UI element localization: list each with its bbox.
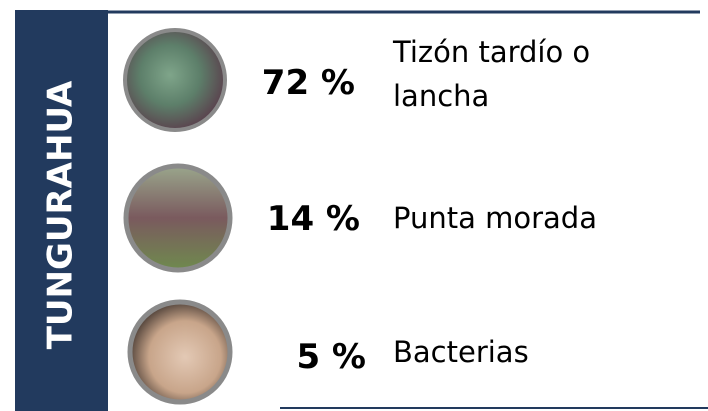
infographic: TUNGURAHUA 72 % Tizón tardío o lancha 14…	[0, 0, 708, 411]
percent: 5 %	[296, 337, 366, 377]
photo	[125, 30, 225, 130]
photo	[130, 302, 230, 402]
region-label: TUNGURAHUA	[41, 80, 81, 349]
label: lancha	[393, 79, 489, 113]
label: Bacterias	[393, 335, 529, 369]
photo	[126, 166, 230, 270]
label: Punta morada	[393, 201, 597, 235]
percent: 14 %	[267, 199, 360, 239]
percent: 72 %	[262, 63, 355, 103]
label: Tizón tardío o	[392, 35, 590, 69]
